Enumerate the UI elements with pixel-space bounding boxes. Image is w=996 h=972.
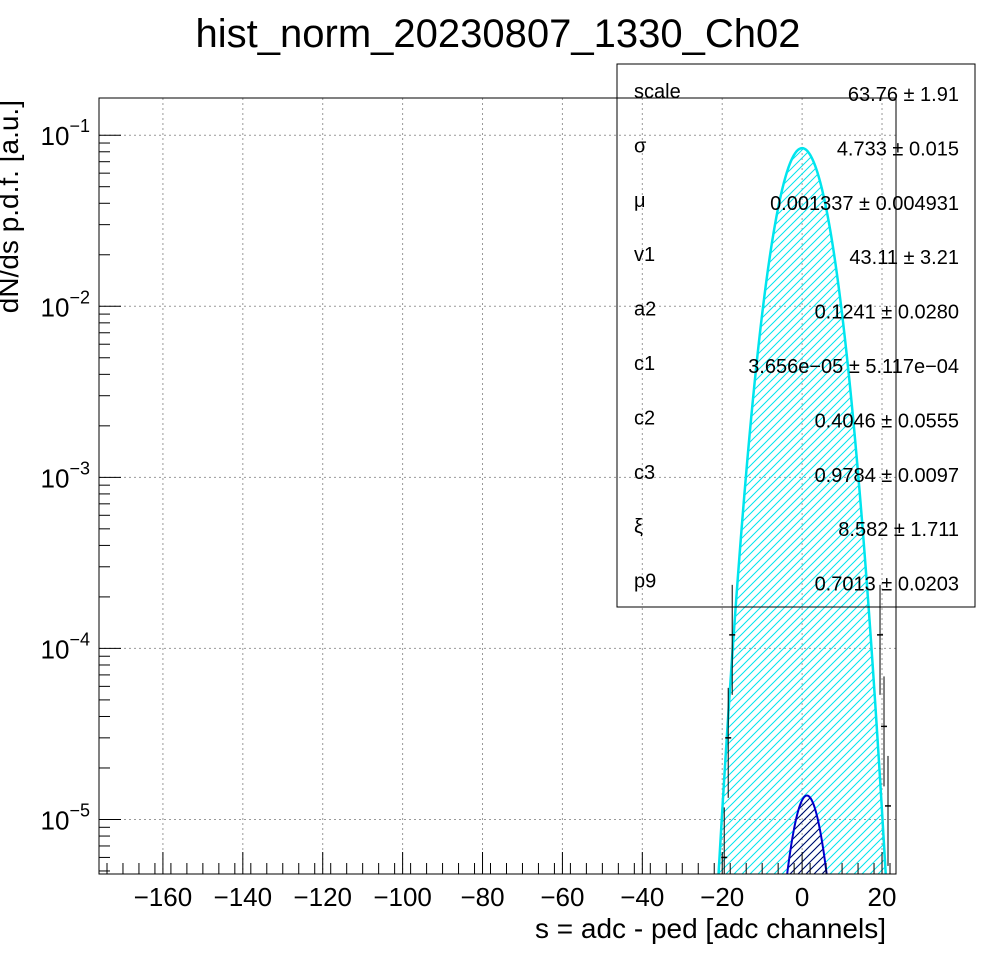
y-tick-label: 10−3 — [41, 458, 90, 493]
stats-key: v1 — [634, 244, 655, 266]
grid — [99, 98, 896, 874]
x-tick-label: −120 — [293, 882, 352, 912]
x-tick-label: 20 — [868, 882, 897, 912]
y-tick-label: 10−4 — [41, 629, 90, 664]
stats-value: 8.582 ± 1.711 — [838, 519, 959, 541]
stats-key: σ — [634, 135, 647, 157]
stats-value: 0.9784 ± 0.0097 — [815, 465, 959, 487]
axis-ticks — [99, 134, 891, 874]
x-tick-label: −20 — [700, 882, 744, 912]
curve-line-1 — [786, 794, 828, 874]
curve-line-0 — [717, 146, 887, 874]
stats-value: 3.656e−05 ± 5.117e−04 — [748, 356, 959, 378]
y-axis-title: dN/ds p.d.f. [a.u.] — [0, 100, 24, 313]
stats-key: c2 — [634, 407, 655, 429]
x-tick-label: −100 — [373, 882, 432, 912]
stats-value: 0.1241 ± 0.0280 — [815, 302, 959, 324]
x-tick-label: −40 — [620, 882, 664, 912]
stats-key: c1 — [634, 353, 655, 375]
stats-value: 0.7013 ± 0.0203 — [815, 574, 959, 596]
plot-frame — [98, 97, 897, 875]
stats-value: 0.4046 ± 0.0555 — [815, 410, 959, 432]
stats-key: scale — [634, 81, 681, 103]
y-tick-labels: 10−1 10−2 10−3 10−4 10−5 — [41, 116, 90, 835]
y-tick-label: 10−2 — [41, 287, 90, 322]
stats-value: 43.11 ± 3.21 — [849, 247, 959, 269]
chart-title: hist_norm_20230807_1330_Ch02 — [196, 12, 801, 56]
x-tick-label: −80 — [460, 882, 504, 912]
curves — [717, 146, 892, 874]
stats-key: μ — [634, 190, 646, 212]
stats-value: 0.001337 ± 0.004931 — [770, 193, 959, 215]
x-tick-label: −160 — [134, 882, 193, 912]
y-tick-label: 10−1 — [41, 116, 90, 151]
stats-value: 63.76 ± 1.91 — [848, 84, 959, 106]
stats-key: p9 — [634, 571, 656, 593]
stats-value: 4.733 ± 0.015 — [837, 138, 959, 160]
stats-box: scale 63.76 ± 1.91 σ 4.733 ± 0.015 μ 0.001337… — [616, 63, 976, 608]
stats-key: c3 — [634, 462, 655, 484]
y-tick-label: 10−5 — [41, 800, 90, 835]
x-tick-labels: −160 −140 −120 −100 −80 −60 −40 −20 0 20 — [134, 882, 897, 912]
x-tick-label: −60 — [540, 882, 584, 912]
stats-key: ξ — [634, 516, 643, 538]
x-axis-title: s = adc - ped [adc channels] — [535, 913, 886, 944]
x-tick-label: −140 — [214, 882, 273, 912]
x-tick-label: 0 — [795, 882, 809, 912]
curve-fill-1 — [787, 795, 827, 874]
stats-key: a2 — [634, 299, 656, 321]
